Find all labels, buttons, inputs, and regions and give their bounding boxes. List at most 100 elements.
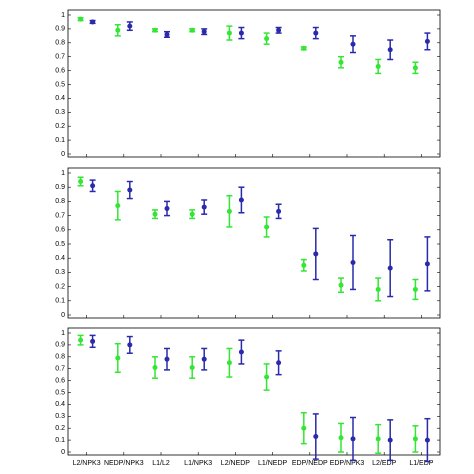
- y-tick-label: 0.5: [55, 241, 65, 248]
- point: [412, 436, 418, 442]
- point: [276, 27, 282, 33]
- point: [127, 23, 133, 29]
- y-tick-label: 0.8: [55, 354, 65, 361]
- y-tick-label: 0.6: [55, 67, 65, 74]
- y-tick-label: 0.9: [55, 184, 65, 191]
- x-tick-label: L2/NPK3: [73, 460, 101, 467]
- point: [338, 435, 344, 441]
- x-tick-label: L1/NPK3: [184, 460, 212, 467]
- point: [387, 437, 393, 443]
- y-tick-label: 0.5: [55, 389, 65, 396]
- point: [424, 38, 430, 44]
- y-tick-label: 0: [61, 312, 65, 319]
- point: [78, 337, 84, 343]
- point: [387, 265, 393, 271]
- y-tick-label: 0.7: [55, 54, 65, 61]
- x-tick-label: L1/NEDP: [258, 460, 288, 467]
- point: [375, 436, 381, 442]
- point: [313, 30, 319, 36]
- point: [264, 374, 270, 380]
- y-tick-label: 0.4: [55, 95, 65, 102]
- point: [152, 27, 158, 33]
- point: [115, 27, 121, 33]
- point: [264, 36, 270, 42]
- point: [301, 45, 307, 51]
- point: [78, 179, 84, 185]
- y-tick-label: 0.7: [55, 212, 65, 219]
- y-tick-label: 1: [61, 170, 65, 177]
- y-tick-label: 0.9: [55, 342, 65, 349]
- point: [127, 342, 133, 348]
- point: [201, 356, 207, 362]
- point: [412, 286, 418, 292]
- y-tick-label: 0.3: [55, 109, 65, 116]
- point: [350, 436, 356, 442]
- point: [201, 204, 207, 210]
- point: [238, 30, 244, 36]
- point: [276, 208, 282, 214]
- y-tick-label: 0.4: [55, 401, 65, 408]
- x-tick-label: NEDP/NPK3: [104, 460, 144, 467]
- point: [338, 282, 344, 288]
- point: [424, 437, 430, 443]
- x-tick-label: L1/L2: [152, 460, 170, 467]
- point: [189, 27, 195, 33]
- point: [115, 355, 121, 361]
- y-tick-label: 0.5: [55, 81, 65, 88]
- y-tick-label: 0.3: [55, 413, 65, 420]
- x-tick-label: L2/EDP: [372, 460, 396, 467]
- y-tick-label: 0.9: [55, 26, 65, 33]
- point: [90, 338, 96, 344]
- point: [226, 30, 232, 36]
- y-tick-label: 0.8: [55, 40, 65, 47]
- y-tick-label: 0.8: [55, 198, 65, 205]
- point: [238, 197, 244, 203]
- y-tick-label: 0.1: [55, 437, 65, 444]
- point: [350, 259, 356, 265]
- point: [375, 286, 381, 292]
- point: [387, 47, 393, 53]
- x-tick-label: L2/NEDP: [221, 460, 251, 467]
- point: [264, 224, 270, 230]
- point: [90, 19, 96, 25]
- point: [338, 59, 344, 65]
- point: [375, 63, 381, 69]
- point: [164, 31, 170, 37]
- y-tick-label: 0.2: [55, 425, 65, 432]
- point: [90, 183, 96, 189]
- plot-frame: [67, 327, 441, 456]
- point: [127, 187, 133, 193]
- point: [226, 360, 232, 366]
- point: [313, 251, 319, 257]
- point: [313, 434, 319, 440]
- x-tick-label: EDP/NPK3: [330, 460, 365, 467]
- y-tick-label: 1: [61, 12, 65, 19]
- y-tick-label: 0.1: [55, 298, 65, 305]
- point: [164, 206, 170, 211]
- point: [424, 261, 430, 267]
- x-tick-label: L1/EDP: [409, 460, 433, 467]
- plot-frame: [67, 167, 441, 319]
- point: [238, 349, 244, 355]
- point: [276, 360, 282, 366]
- y-tick-label: 0.6: [55, 227, 65, 234]
- y-tick-label: 0.2: [55, 123, 65, 130]
- point: [189, 365, 195, 371]
- point: [301, 425, 307, 431]
- point: [301, 262, 307, 268]
- y-tick-label: 0.6: [55, 377, 65, 384]
- point: [201, 29, 207, 35]
- point: [152, 211, 158, 217]
- y-tick-label: 0.3: [55, 269, 65, 276]
- point: [350, 41, 356, 47]
- y-tick-label: 0: [61, 151, 65, 158]
- y-tick-label: 0.2: [55, 283, 65, 290]
- y-tick-label: 0.7: [55, 366, 65, 373]
- point: [78, 16, 84, 22]
- point: [412, 65, 418, 71]
- point: [189, 211, 195, 217]
- point: [226, 208, 232, 214]
- y-tick-label: 0.1: [55, 137, 65, 144]
- plot-frame: [67, 9, 441, 158]
